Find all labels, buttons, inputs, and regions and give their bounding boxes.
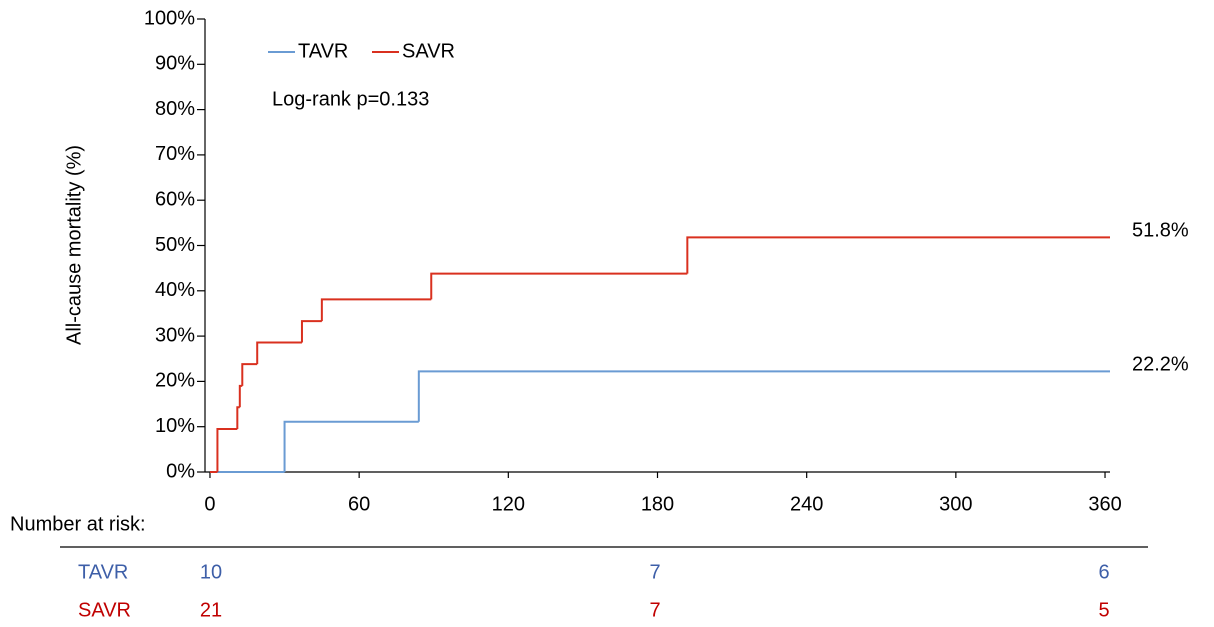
y-tick-label: 80% — [155, 98, 195, 120]
step-segment — [216, 427, 238, 472]
x-tick-label: 360 — [1088, 493, 1121, 515]
y-tick-label: 60% — [155, 188, 195, 210]
risk-row-name: SAVR — [78, 599, 131, 621]
risk-count: 7 — [649, 561, 660, 583]
step-segment — [236, 406, 240, 429]
y-tick-label: 50% — [155, 234, 195, 256]
x-tick-label: 60 — [348, 493, 370, 515]
step-segment — [320, 298, 432, 322]
legend-label: TAVR — [298, 40, 348, 62]
step-segment — [430, 272, 688, 300]
step-segment — [300, 320, 322, 343]
end-label: 51.8% — [1132, 220, 1189, 242]
step-segment — [256, 341, 302, 365]
y-tick-label: 0% — [166, 460, 195, 482]
y-tick-label: 90% — [155, 53, 195, 75]
y-tick-label: 20% — [155, 370, 195, 392]
annotation: Log-rank p=0.133 — [272, 88, 429, 110]
risk-count: 10 — [200, 561, 222, 583]
x-tick-label: 0 — [204, 493, 215, 515]
y-tick-label: 70% — [155, 143, 195, 165]
step-segment — [283, 420, 419, 472]
x-tick-label: 120 — [492, 493, 525, 515]
x-tick-label: 180 — [641, 493, 674, 515]
y-tick-label: 40% — [155, 279, 195, 301]
step-segment — [417, 370, 1110, 422]
x-tick-label: 240 — [790, 493, 823, 515]
step-segment — [686, 236, 1110, 274]
risk-count: 5 — [1098, 599, 1109, 621]
end-label: 22.2% — [1132, 354, 1189, 376]
step-segment — [241, 363, 258, 386]
risk-count: 21 — [200, 599, 222, 621]
y-tick-label: 10% — [155, 415, 195, 437]
step-segment — [238, 384, 243, 408]
y-axis-label: All-cause mortality (%) — [63, 145, 85, 345]
risk-count: 6 — [1098, 561, 1109, 583]
risk-table-title: Number at risk: — [10, 513, 146, 535]
risk-row-name: TAVR — [78, 561, 128, 583]
risk-count: 7 — [649, 599, 660, 621]
y-tick-label: 100% — [144, 7, 195, 29]
x-tick-label: 300 — [939, 493, 972, 515]
legend-label: SAVR — [402, 40, 455, 62]
y-tick-label: 30% — [155, 324, 195, 346]
